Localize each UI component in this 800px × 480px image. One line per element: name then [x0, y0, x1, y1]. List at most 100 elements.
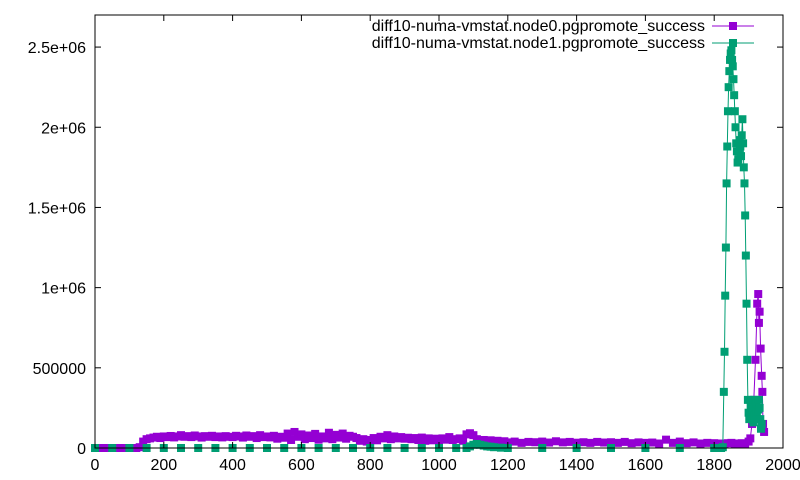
data-point — [287, 435, 296, 444]
data-point — [738, 115, 747, 124]
data-point — [754, 318, 763, 327]
data-point — [743, 355, 752, 364]
data-point — [758, 387, 767, 396]
x-tick-label: 800 — [357, 457, 384, 474]
data-point — [754, 395, 763, 404]
data-point — [307, 434, 316, 443]
legend-swatch-marker — [729, 22, 737, 30]
data-point — [311, 429, 320, 438]
data-point — [383, 431, 392, 440]
series-1 — [91, 46, 766, 452]
data-point — [728, 55, 737, 64]
data-point — [517, 438, 526, 447]
data-point — [727, 46, 736, 55]
data-point — [737, 131, 746, 140]
data-point — [737, 152, 746, 161]
data-point — [739, 163, 748, 172]
x-tick-label: 600 — [288, 457, 315, 474]
data-point — [723, 107, 732, 116]
data-point — [662, 435, 671, 444]
data-point — [730, 107, 739, 116]
data-point — [668, 438, 677, 447]
data-point — [747, 395, 756, 404]
data-point — [731, 123, 740, 132]
data-point — [746, 434, 755, 443]
x-tick-label: 1400 — [559, 457, 595, 474]
data-point — [724, 83, 733, 92]
data-point — [510, 437, 519, 446]
data-point — [703, 438, 712, 447]
data-point — [524, 437, 533, 446]
data-point — [721, 291, 730, 300]
legend-label: diff10-numa-vmstat.node1.pgpromote_succe… — [372, 35, 705, 52]
data-point — [725, 67, 734, 76]
data-point — [730, 91, 739, 100]
data-point — [741, 251, 750, 260]
data-point — [648, 438, 657, 447]
x-tick-label: 1000 — [421, 457, 457, 474]
legend-label: diff10-numa-vmstat.node0.pgpromote_succe… — [372, 18, 705, 35]
data-point — [283, 429, 292, 438]
data-point — [613, 438, 622, 447]
data-point — [490, 443, 499, 452]
data-point — [620, 437, 629, 446]
x-tick-label: 1800 — [696, 457, 732, 474]
plot-frame — [94, 14, 784, 449]
x-tick-label: 0 — [91, 457, 100, 474]
data-point — [721, 243, 730, 252]
axes-layer: 0 200 400 600 800 1000 1200 1400 1600 1800 2000 0 50… — [28, 15, 800, 474]
data-point — [579, 438, 588, 447]
data-point — [720, 347, 729, 356]
data-point — [755, 307, 764, 316]
x-tick-label: 2000 — [765, 457, 800, 474]
data-point — [718, 443, 727, 452]
data-point — [757, 419, 766, 428]
data-point — [734, 147, 743, 156]
data-point — [627, 439, 636, 448]
data-point — [655, 439, 664, 448]
data-point — [723, 142, 732, 151]
y-tick-label: 1.5e+06 — [28, 200, 86, 217]
data-point — [728, 62, 737, 71]
data-point — [751, 355, 760, 364]
data-point — [719, 387, 728, 396]
data-point — [740, 179, 749, 188]
data-point — [634, 438, 643, 447]
legend: diff10-numa-vmstat.node0.pgpromote_succe… — [372, 18, 754, 52]
data-point — [739, 139, 748, 148]
data-point — [135, 443, 144, 452]
data-point — [290, 427, 299, 436]
y-tick-label: 2e+06 — [41, 120, 86, 137]
x-tick-label: 200 — [150, 457, 177, 474]
data-point — [324, 428, 333, 437]
data-point — [722, 179, 731, 188]
data-point — [756, 344, 765, 353]
data-point — [600, 438, 609, 447]
data-point — [328, 435, 337, 444]
series-line — [95, 293, 765, 449]
data-point — [756, 424, 765, 433]
data-point — [558, 438, 567, 447]
data-point — [754, 290, 763, 299]
series-layer — [91, 46, 769, 452]
data-point — [742, 299, 751, 308]
series-0 — [91, 290, 769, 452]
data-point — [280, 433, 289, 442]
data-point — [675, 437, 684, 446]
data-point — [757, 371, 766, 380]
data-point — [545, 438, 554, 447]
data-point — [696, 439, 705, 448]
y-tick-label: 2.5e+06 — [28, 40, 86, 57]
data-point — [551, 437, 560, 446]
x-tick-label: 400 — [219, 457, 246, 474]
data-point — [607, 438, 615, 447]
data-point — [586, 438, 595, 447]
series-line — [95, 50, 763, 449]
data-point — [469, 431, 478, 440]
data-point — [593, 437, 602, 446]
data-point — [729, 75, 738, 84]
data-point — [749, 418, 758, 427]
data-point — [531, 438, 540, 447]
x-tick-label: 1200 — [490, 457, 526, 474]
